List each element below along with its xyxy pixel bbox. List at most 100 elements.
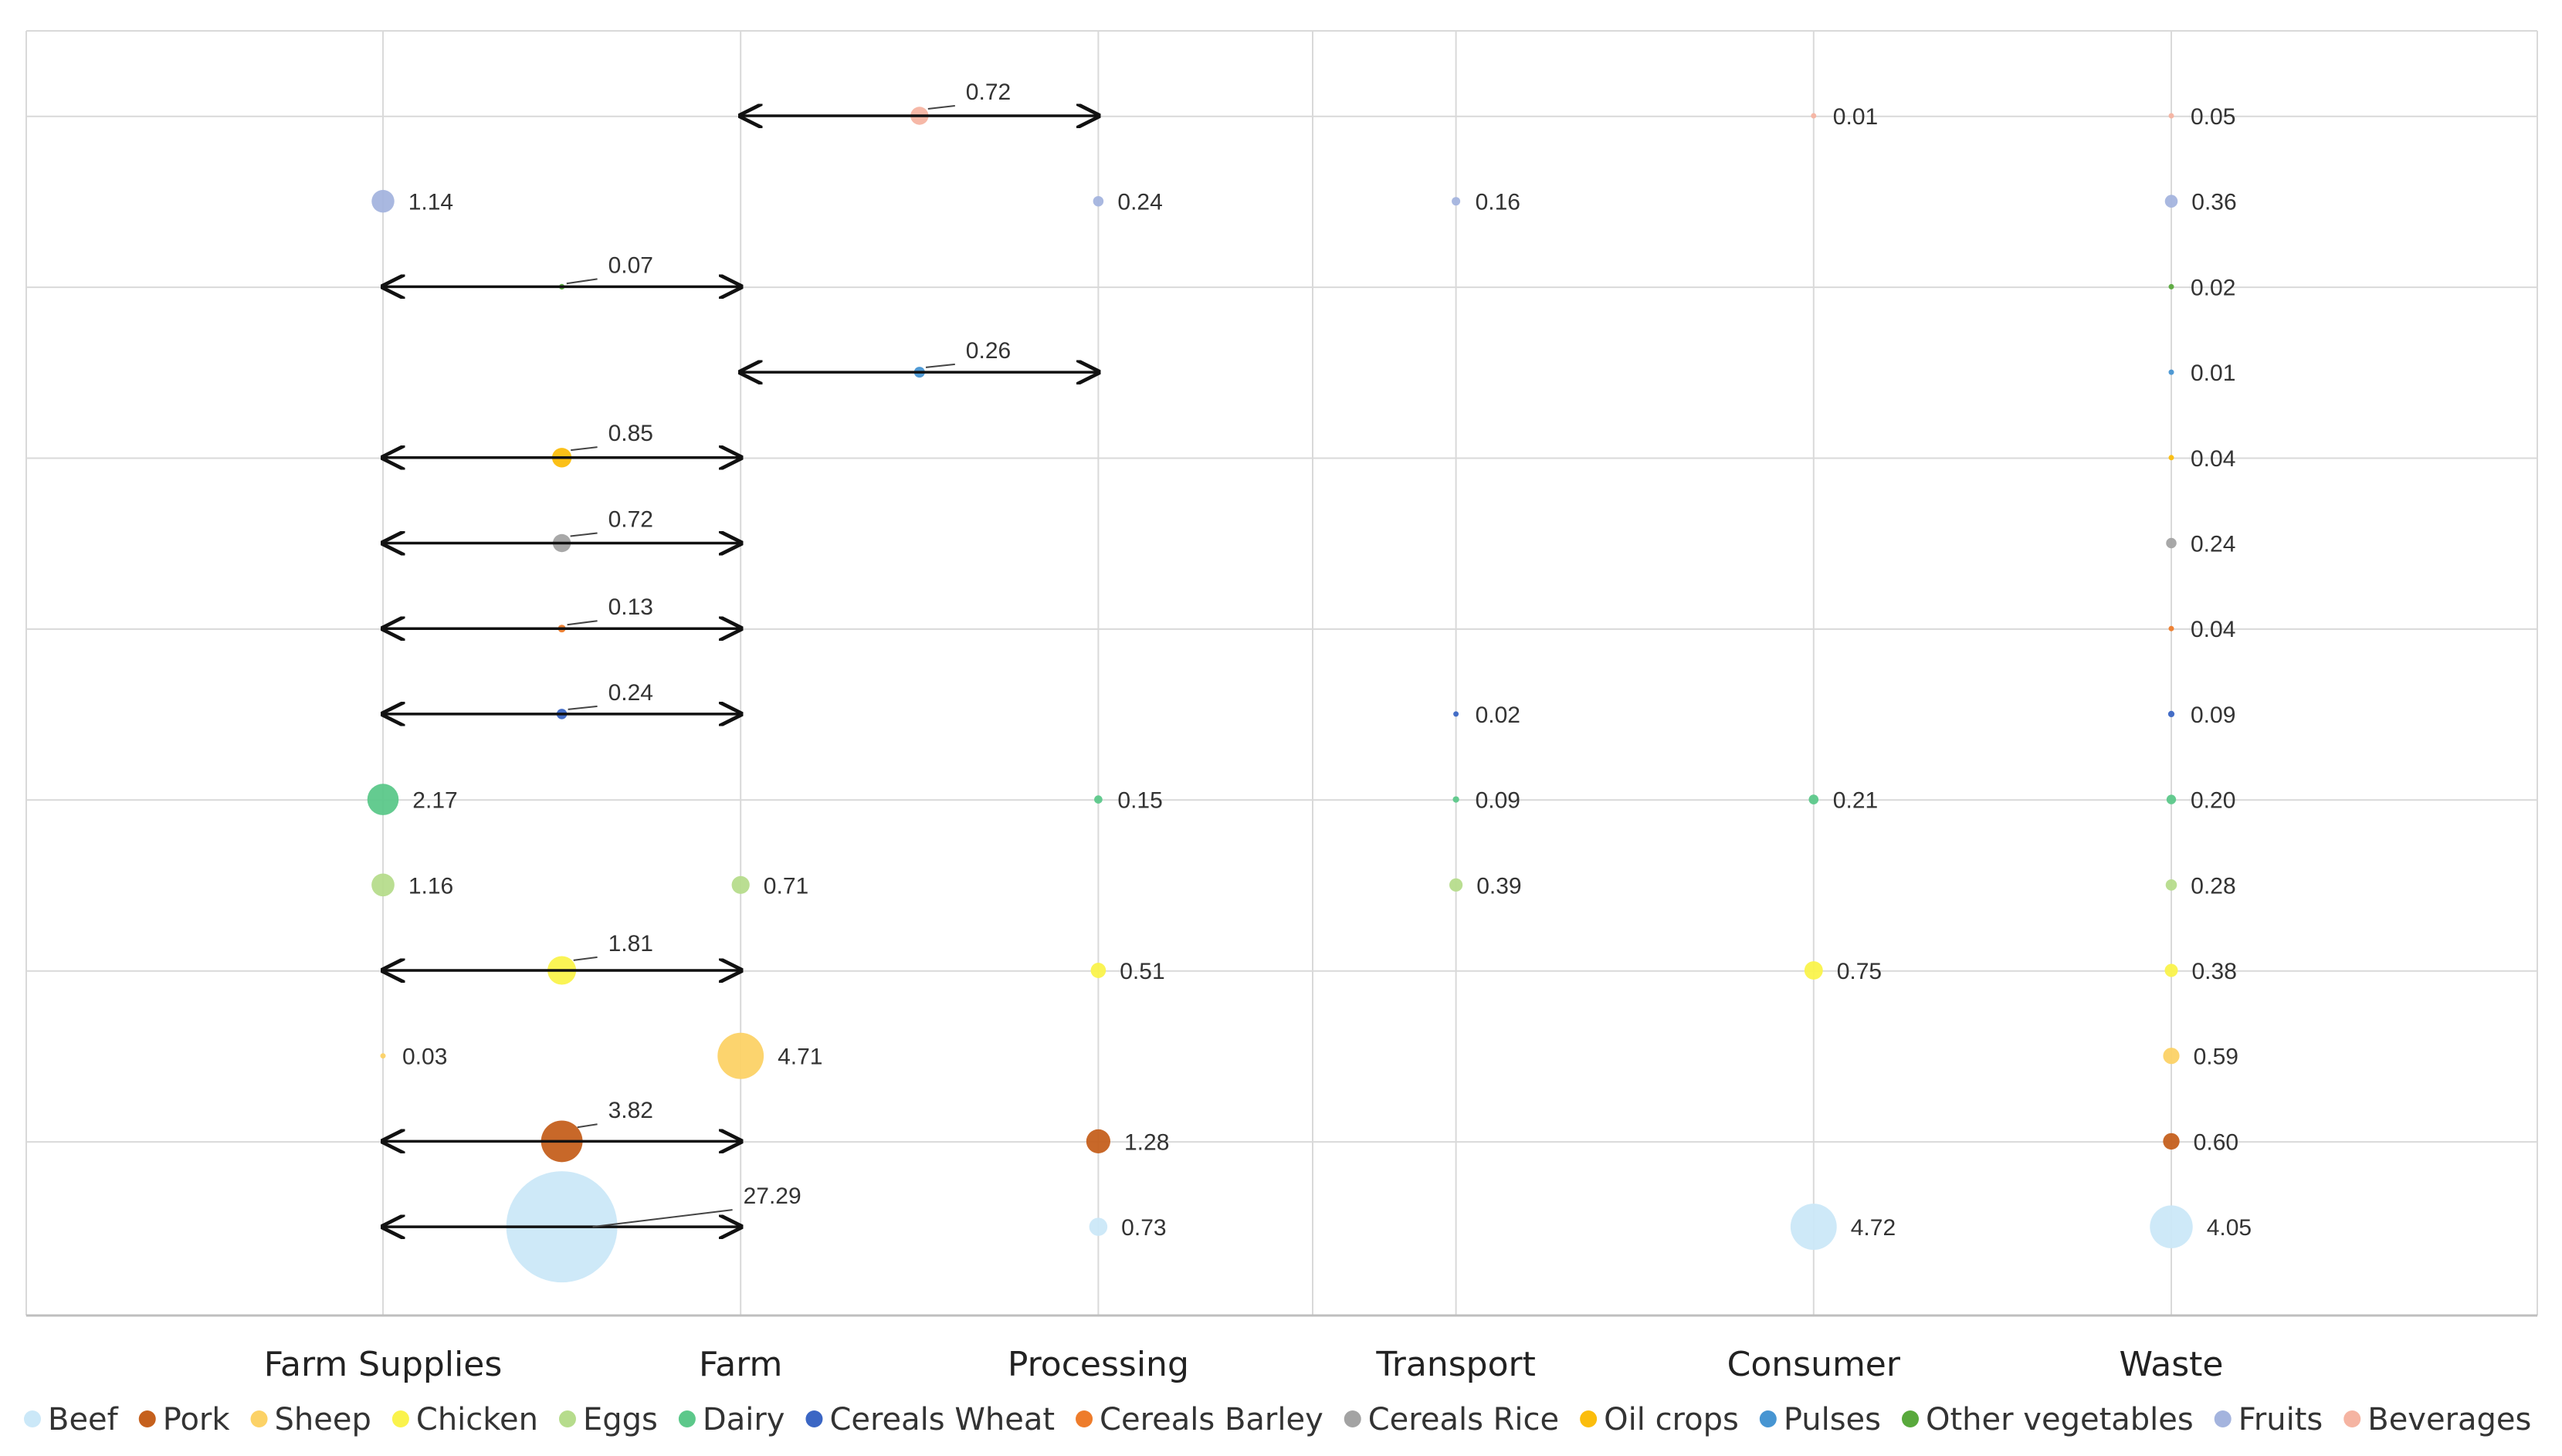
data-label: 0.02: [1476, 703, 1520, 728]
gridlines: [25, 30, 2538, 1315]
legend-marker: [391, 1410, 409, 1427]
bubble-sheep: [2163, 1048, 2180, 1065]
legend-item-cereals-rice: Cereals Rice: [1344, 1402, 1559, 1437]
data-label: 0.05: [2191, 104, 2235, 130]
data-label: 0.24: [1117, 190, 1162, 215]
category-label-farm-supplies: Farm Supplies: [264, 1345, 503, 1384]
data-label: 0.04: [2191, 617, 2235, 642]
legend-item-chicken: Chicken: [391, 1402, 538, 1437]
data-label: 0.38: [2191, 959, 2236, 984]
legend-marker: [1344, 1410, 1361, 1427]
legend-marker: [250, 1410, 268, 1427]
data-label: 1.14: [408, 190, 453, 215]
legend-item-cereals-wheat: Cereals Wheat: [805, 1402, 1055, 1437]
legend-label: Beverages: [2367, 1402, 2531, 1437]
data-labels: 27.29 0.73 4.72 4.05 3.82 1.28 0.60 0.03 4.71 0.5…: [402, 80, 2252, 1241]
bubble-beef: [2150, 1205, 2193, 1248]
leader-line: [571, 446, 598, 452]
bubble-pork: [1086, 1129, 1110, 1153]
leader-line: [573, 956, 598, 961]
data-label: 0.01: [2191, 361, 2235, 386]
legend-item-sheep: Sheep: [250, 1402, 371, 1437]
category-label-transport: Transport: [1375, 1345, 1535, 1384]
data-label: 0.09: [2191, 703, 2235, 728]
bubble-beef: [1089, 1217, 1108, 1236]
legend-item-dairy: Dairy: [678, 1402, 785, 1437]
data-label: 27.29: [744, 1183, 801, 1209]
bubble-dairy: [2166, 794, 2177, 804]
bubble-beverages: [1811, 113, 1817, 119]
bubble-oil-crops: [2168, 455, 2174, 461]
category-label-waste: Waste: [2120, 1345, 2224, 1384]
leader-line: [566, 278, 598, 285]
span-arrows: [383, 116, 1098, 1227]
data-label: 4.71: [778, 1045, 822, 1070]
bubble-pulses: [2168, 369, 2174, 375]
bubble-cereals-wheat: [1453, 711, 1459, 717]
legend-marker: [805, 1410, 823, 1427]
bubble-eggs: [731, 875, 750, 894]
data-label: 0.75: [1837, 959, 1882, 984]
data-label: 0.24: [2191, 532, 2235, 557]
bubble-beverages: [2168, 113, 2174, 119]
category-label-processing: Processing: [1008, 1345, 1189, 1384]
data-label: 0.60: [2194, 1129, 2238, 1155]
legend-label: Pork: [163, 1402, 231, 1437]
bubble-cereals-barley: [2168, 625, 2174, 631]
legend-item-eggs: Eggs: [558, 1402, 658, 1437]
leader-line: [570, 532, 598, 537]
data-label: 3.82: [608, 1098, 653, 1123]
leader-line: [568, 705, 598, 710]
leader-line: [592, 1209, 733, 1228]
legend-label: Pulses: [1784, 1402, 1881, 1437]
legend-marker: [1902, 1410, 1919, 1427]
legend-label: Cereals Wheat: [829, 1402, 1055, 1437]
legend-item-oil-crops: Oil crops: [1580, 1402, 1739, 1437]
category-label-consumer: Consumer: [1727, 1345, 1901, 1384]
legend-label: Other vegetables: [1926, 1402, 2194, 1437]
legend-label: Cereals Rice: [1368, 1402, 1559, 1437]
data-label: 0.71: [764, 873, 808, 899]
legend-label: Sheep: [275, 1402, 371, 1437]
legend-marker: [24, 1410, 41, 1427]
leader-line: [927, 104, 955, 110]
bubble-beef: [1790, 1204, 1837, 1251]
bubble-sheep: [380, 1053, 386, 1059]
data-label: 0.73: [1121, 1215, 1166, 1241]
legend-marker: [558, 1410, 576, 1427]
data-label: 0.02: [2191, 275, 2235, 300]
bubble-fruits: [371, 189, 395, 213]
data-label: 0.20: [2191, 788, 2235, 814]
bubble-dairy: [1094, 795, 1103, 804]
legend-label: Fruits: [2238, 1402, 2323, 1437]
data-label: 1.81: [608, 931, 653, 957]
data-label: 0.51: [1120, 959, 1164, 984]
data-label: 0.85: [608, 421, 653, 446]
bubble-dairy: [1808, 794, 1819, 804]
legend-label: Eggs: [583, 1402, 658, 1437]
bubble-sheep: [717, 1032, 764, 1079]
bubble-eggs: [2165, 879, 2177, 891]
legend-item-pork: Pork: [138, 1402, 231, 1437]
bubble-cereals-wheat: [2167, 710, 2175, 718]
data-label: 4.72: [1851, 1215, 1896, 1241]
legend-label: Oil crops: [1604, 1402, 1739, 1437]
data-label: 0.72: [608, 506, 653, 532]
bubble-eggs: [371, 873, 395, 897]
data-label: 1.28: [1124, 1129, 1169, 1155]
data-label: 0.36: [2191, 190, 2236, 215]
data-label: 2.17: [412, 788, 457, 814]
data-label: 0.01: [1833, 104, 1878, 130]
bubble-fruits: [1452, 197, 1461, 206]
legend-item-beverages: Beverages: [2343, 1402, 2531, 1437]
data-label: 0.15: [1117, 788, 1162, 814]
data-label: 0.28: [2191, 873, 2235, 899]
bubble-chicken: [2164, 963, 2178, 977]
leader-line: [577, 1123, 598, 1129]
bubble-pork: [2163, 1133, 2180, 1150]
bubble-fruits: [2164, 195, 2178, 208]
legend-marker: [2214, 1410, 2232, 1427]
data-label: 4.05: [2207, 1215, 2252, 1241]
category-label-farm: Farm: [699, 1345, 782, 1384]
